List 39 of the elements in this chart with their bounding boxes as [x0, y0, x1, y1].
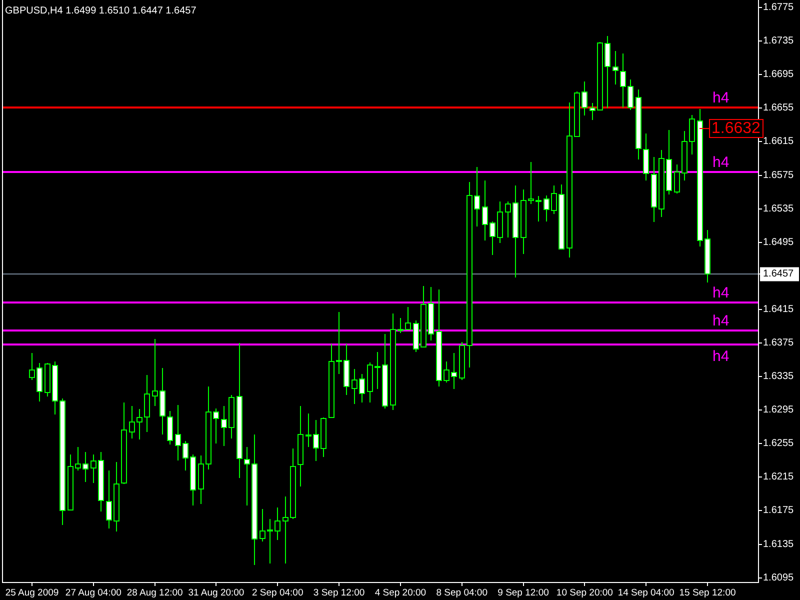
y-tick-label: 1.6495: [763, 236, 794, 248]
ref-line-label: h4: [712, 312, 730, 330]
y-tick-label: 1.6215: [763, 472, 794, 483]
x-tick-label: 14 Sep 04:00: [618, 588, 674, 598]
y-tick-label: 1.6375: [763, 337, 794, 348]
x-tick-label: 25 Aug 2009: [5, 588, 59, 598]
y-tick-label: 1.6655: [763, 102, 794, 114]
text: GBPUSD,H4 1.6499 1.6510 1.6447 1.6457: [5, 6, 197, 16]
y-tick-label: 1.6695: [763, 69, 794, 80]
y-tick-label: 1.6535: [763, 203, 794, 214]
x-tick-label: 28 Aug 12:00: [126, 588, 183, 598]
y-tick-label: 1.6735: [763, 36, 794, 47]
x-tick-label: 8 Sep 04:00: [436, 588, 488, 598]
y-tick-label: 1.6255: [763, 438, 794, 450]
ref-line-label: h4: [712, 89, 730, 106]
candlestick: [612, 50, 618, 86]
x-tick-label: 4 Sep 20:00: [374, 588, 426, 598]
y-tick-label: 1.6457: [763, 268, 794, 280]
ref-line-label: h4: [712, 348, 730, 366]
text: 1.6632: [712, 120, 761, 137]
y-tick-label: 1.6775: [763, 2, 794, 14]
y-tick-label: 1.6295: [763, 404, 794, 416]
y-tick-label: 1.6615: [763, 136, 794, 148]
ref-line-label: h4: [712, 284, 730, 302]
y-tick-label: 1.6095: [763, 572, 794, 584]
y-tick-label: 1.6335: [763, 371, 794, 382]
ref-line-label: h4: [712, 154, 730, 171]
candlestick: [167, 410, 174, 445]
x-tick-label: 3 Sep 12:00: [313, 588, 365, 598]
x-tick-label: 27 Aug 04:00: [65, 588, 122, 598]
x-tick-label: 10 Sep 20:00: [556, 588, 613, 598]
y-tick-label: 1.6135: [763, 538, 794, 550]
y-tick-label: 1.6575: [763, 170, 794, 181]
x-tick-label: 31 Aug 20:00: [188, 588, 244, 598]
y-tick-label: 1.6415: [763, 304, 794, 315]
x-tick-label: 15 Sep 12:00: [679, 588, 736, 598]
x-tick-label: 9 Sep 12:00: [498, 588, 549, 598]
x-tick-label: 2 Sep 04:00: [252, 588, 304, 598]
y-tick-label: 1.6175: [763, 505, 794, 516]
